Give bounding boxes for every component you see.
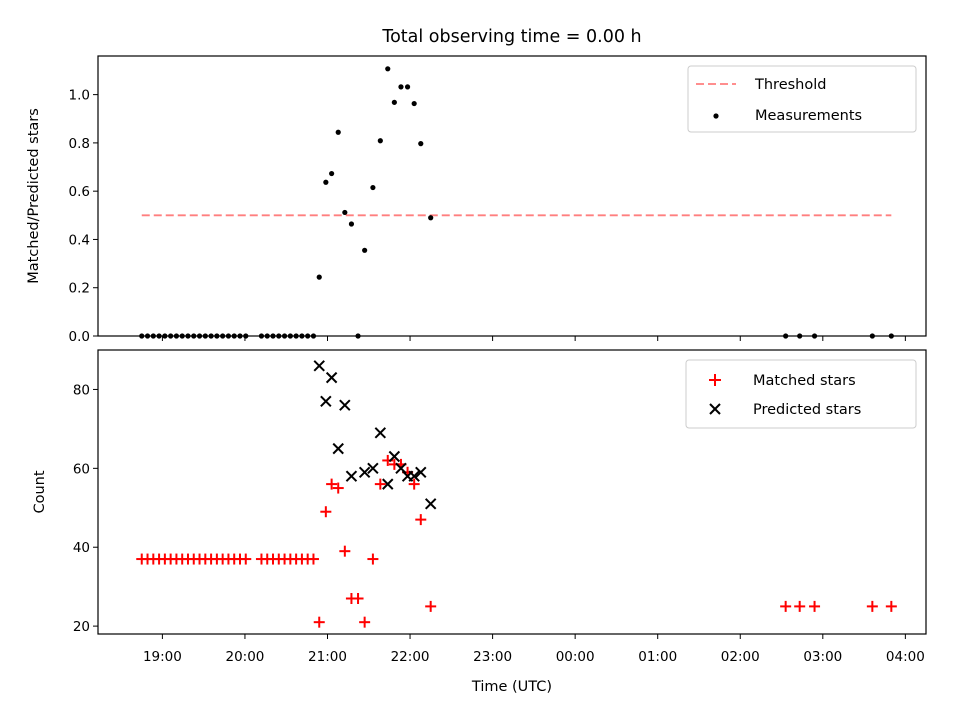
measurement-point [348,221,355,227]
predicted-star-point [358,466,371,478]
matched-star-point [352,593,364,604]
predicted-star-point [367,462,379,475]
measurement-point [362,247,368,253]
predicted-star-point [332,442,344,455]
measurement-point [391,99,397,105]
bottom-x-tick-label: 03:00 [803,649,842,665]
legend-predicted-marker [709,403,721,415]
predicted-star-point [415,466,427,478]
predicted-star-point [320,395,332,407]
legend-threshold-label: Threshold [754,77,826,93]
measurement-point [377,138,383,144]
counts-layer [136,360,897,628]
matched-star-point [780,600,792,612]
bottom-x-tick-label: 04:00 [886,649,925,665]
top-x-axis-ticks [161,336,906,341]
top-y-tick-label: 0.2 [69,281,90,297]
matched-star-point [332,482,344,494]
bottom-plot-frame [97,349,927,635]
predicted-star-point [313,360,325,372]
measurement-point [385,66,391,72]
measurement-point [404,84,411,90]
legend-predicted-label: Predicted stars [753,402,861,418]
bottom-x-tick-label: 01:00 [638,649,677,665]
matched-star-point [339,545,351,557]
matched-star-point [794,600,806,612]
top-y-axis-label: Matched/Predicted stars [26,108,42,284]
matched-star-point [320,506,332,518]
legend-measurements-marker [713,113,719,119]
measurement-point [342,209,348,216]
bottom-x-axis-ticks: 19:00 20:00 21:00 22:00 23:00 00:00 01:00 02:00… [143,634,925,665]
matched-star-point [240,553,252,565]
predicted-star-point [424,498,437,510]
bottom-y-tick-label: 20 [73,619,90,635]
top-chart-title: Total observing time = 0.00 h [381,27,641,47]
predicted-star-point [388,450,401,463]
top-y-tick-label: 0.6 [69,184,90,200]
legend-measurements-label: Measurements [755,108,862,124]
measurement-point [323,179,329,185]
matched-star-point [374,478,386,490]
matched-star-point [425,600,437,612]
measurement-point [335,129,341,135]
bottom-x-tick-label: 19:00 [143,649,182,665]
bottom-y-tick-label: 60 [73,461,90,477]
top-panel: 0.0 0.2 0.4 0.6 0.8 1.0 Matched/Predicted sta… [26,55,927,345]
predicted-star-point [382,478,394,490]
predicted-star-point [374,427,387,439]
bottom-x-tick-label: 23:00 [473,649,512,665]
top-y-tick-label: 0.8 [69,136,90,152]
matched-star-point [866,600,878,612]
bottom-x-tick-label: 00:00 [556,649,595,665]
matched-star-point [367,553,379,565]
measurement-point [428,215,434,221]
top-plot-frame [97,55,927,337]
matched-star-point [313,616,325,628]
bottom-legend: Matched stars Predicted stars [685,359,917,429]
bottom-y-tick-label: 80 [73,382,90,398]
matched-star-point [415,514,427,526]
measurement-point [398,84,404,90]
bottom-x-tick-label: 20:00 [225,649,264,665]
matched-star-point [307,553,319,565]
predicted-star-point [408,470,420,482]
legend-matched-marker [709,374,721,386]
legend-matched-label: Matched stars [753,373,856,389]
matched-star-point [885,600,897,612]
bottom-x-tick-label: 21:00 [308,649,347,665]
bottom-legend-frame [685,359,917,429]
top-y-tick-label: 1.0 [69,88,90,104]
bottom-panel: 20 40 60 80 19:00 20:00 21:00 22:00 23:00 00:00 0… [32,349,927,695]
matched-star-point [326,478,338,490]
predicted-star-point [325,371,338,384]
measurement-point [411,100,417,107]
bottom-x-tick-label: 22:00 [391,649,430,665]
top-y-tick-label: 0.0 [69,329,90,345]
bottom-y-axis-label: Count [32,470,48,513]
bottom-y-axis-ticks: 20 40 60 80 [73,382,98,635]
matched-star-point [809,600,821,612]
matched-star-point [359,616,371,628]
top-legend: Threshold Measurements [687,65,917,133]
measurement-point [418,141,424,147]
bottom-y-tick-label: 40 [73,540,90,556]
measurement-point [370,184,376,191]
measurement-point [329,170,335,177]
top-legend-frame [687,65,917,133]
measurement-point [316,274,322,280]
top-y-tick-label: 0.4 [69,232,90,248]
predicted-star-point [339,399,351,411]
top-y-axis-ticks: 0.0 0.2 0.4 0.6 0.8 1.0 [69,88,98,345]
predicted-star-point [345,470,358,482]
bottom-x-tick-label: 02:00 [721,649,760,665]
matched-star-point [408,478,420,490]
bottom-x-axis-label: Time (UTC) [471,679,552,695]
